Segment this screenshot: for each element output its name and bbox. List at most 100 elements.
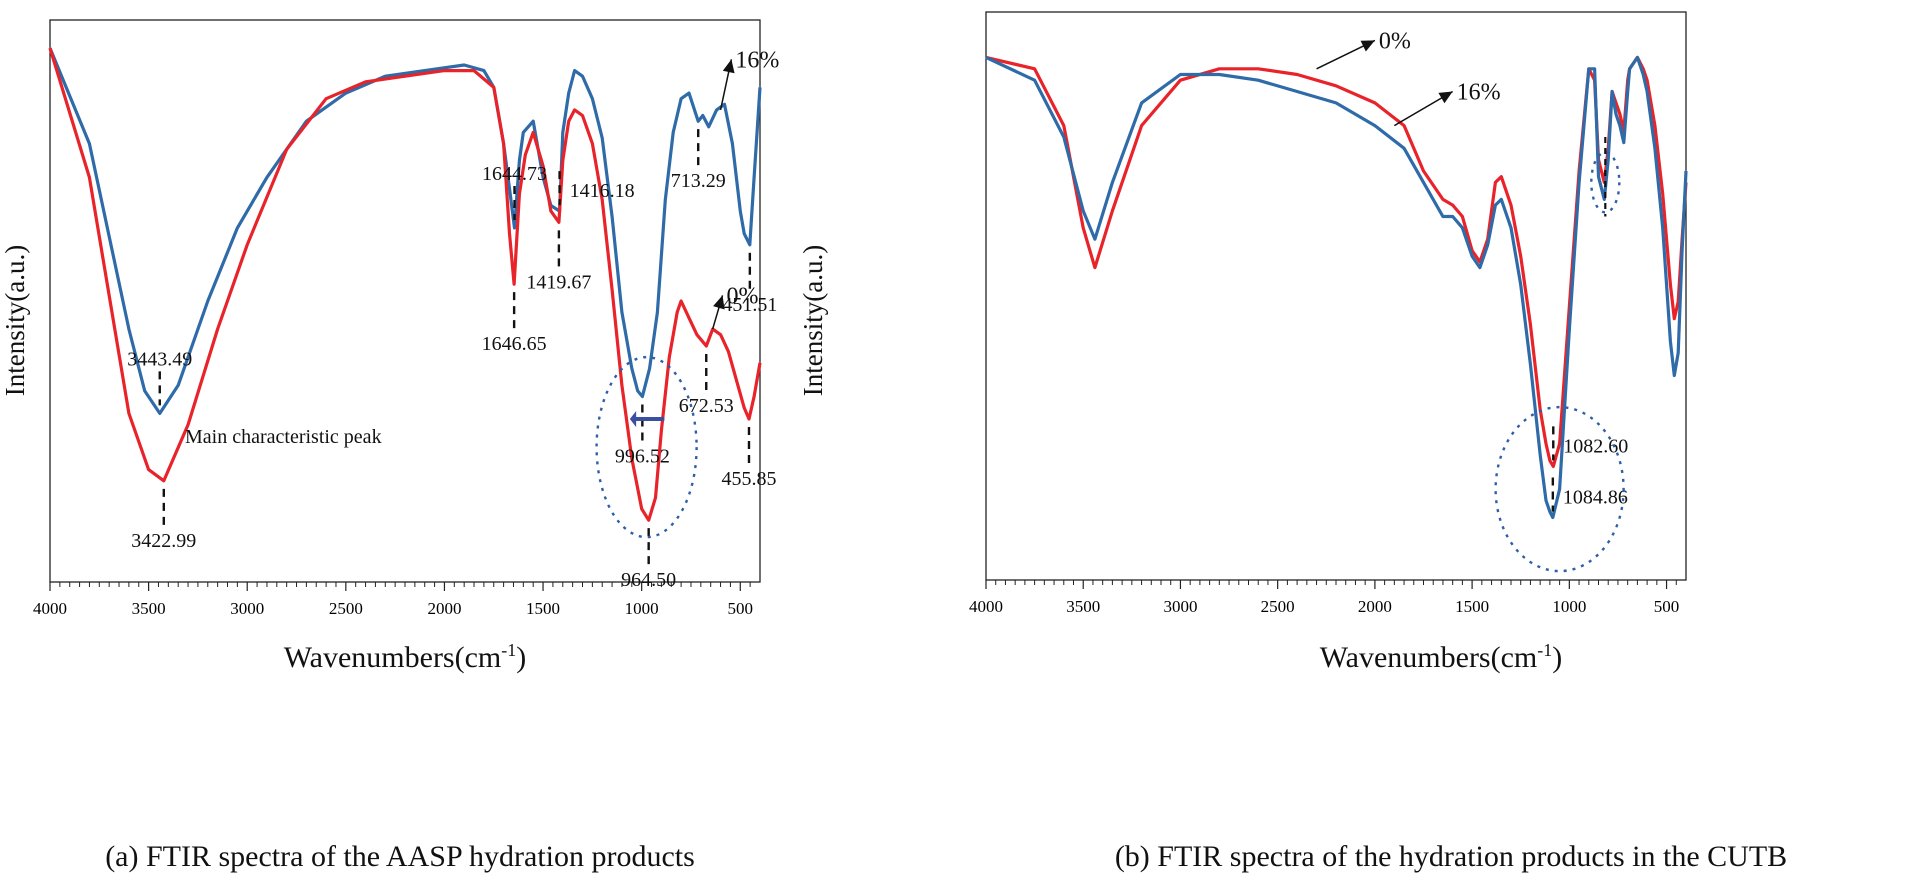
data-point bbox=[672, 131, 674, 133]
data-point bbox=[705, 345, 707, 347]
x-tick-label: 3500 bbox=[1066, 597, 1100, 616]
x-tick-label: 4000 bbox=[969, 597, 1003, 616]
data-point bbox=[727, 350, 730, 353]
highlight-ellipse-small-b bbox=[1590, 151, 1621, 214]
data-point bbox=[177, 384, 179, 386]
data-point bbox=[1529, 363, 1532, 365]
data-point bbox=[581, 75, 584, 77]
peak-label: 3422.99 bbox=[131, 530, 196, 552]
x-tick-label: 1500 bbox=[526, 599, 560, 618]
y-axis-label-wrap-b: Intensity(a.u.) bbox=[794, 60, 834, 580]
data-point bbox=[473, 69, 475, 72]
data-point bbox=[1594, 68, 1596, 70]
x-tick-label: 1000 bbox=[1552, 597, 1586, 616]
data-point bbox=[364, 81, 367, 83]
data-point bbox=[513, 227, 516, 229]
data-point bbox=[743, 232, 745, 235]
data-point bbox=[1552, 516, 1554, 519]
data-point bbox=[1494, 204, 1497, 206]
data-point bbox=[716, 109, 718, 111]
data-point bbox=[648, 519, 650, 521]
data-point bbox=[463, 64, 465, 66]
data-point bbox=[518, 193, 520, 195]
data-point bbox=[676, 311, 678, 313]
data-point bbox=[144, 390, 146, 392]
data-point bbox=[680, 300, 682, 302]
data-point bbox=[1422, 170, 1425, 172]
data-point bbox=[1487, 244, 1489, 246]
data-point bbox=[1111, 181, 1113, 183]
data-point bbox=[631, 457, 633, 459]
x-tick-label: 3000 bbox=[230, 599, 264, 618]
x-tick-label: 3000 bbox=[1163, 597, 1197, 616]
data-point bbox=[1646, 90, 1648, 93]
data-point bbox=[648, 367, 651, 370]
series-16pct-arrow-head bbox=[722, 59, 735, 74]
data-point bbox=[1629, 68, 1631, 70]
data-point bbox=[1094, 238, 1096, 240]
data-point bbox=[1578, 181, 1580, 183]
data-point bbox=[1568, 329, 1570, 331]
data-point bbox=[611, 289, 613, 291]
data-point bbox=[1257, 68, 1259, 70]
data-point bbox=[1646, 79, 1648, 81]
data-point bbox=[345, 92, 347, 94]
data-point bbox=[266, 176, 268, 178]
data-point bbox=[562, 159, 564, 162]
data-point bbox=[591, 143, 593, 145]
data-point bbox=[1623, 142, 1625, 144]
data-point bbox=[1552, 465, 1554, 467]
data-point bbox=[696, 334, 698, 336]
data-point bbox=[723, 103, 726, 105]
data-point bbox=[1479, 267, 1481, 269]
data-point bbox=[187, 424, 189, 426]
data-point bbox=[985, 56, 987, 59]
data-point bbox=[1662, 193, 1664, 195]
data-point bbox=[128, 412, 130, 414]
data-point bbox=[631, 367, 633, 370]
data-point bbox=[621, 384, 623, 386]
data-point bbox=[524, 154, 526, 156]
data-point bbox=[688, 92, 690, 94]
data-point bbox=[1034, 68, 1036, 70]
data-point bbox=[1654, 125, 1656, 127]
data-point bbox=[574, 69, 576, 72]
data-point bbox=[1335, 102, 1337, 104]
series-0pct-label: 0% bbox=[727, 283, 759, 309]
data-point bbox=[404, 75, 406, 77]
highlight-ellipse bbox=[595, 355, 698, 539]
data-point bbox=[1549, 460, 1551, 462]
data-point bbox=[493, 86, 495, 89]
data-point bbox=[325, 98, 327, 100]
data-point bbox=[1374, 102, 1376, 104]
x-tick-label: 2000 bbox=[1358, 597, 1392, 616]
data-point bbox=[503, 143, 505, 145]
data-point bbox=[1619, 125, 1621, 127]
data-point bbox=[1669, 284, 1672, 286]
data-point bbox=[542, 176, 544, 178]
data-point bbox=[532, 120, 534, 122]
data-point bbox=[522, 131, 524, 133]
data-point bbox=[1422, 181, 1425, 183]
data-point bbox=[1520, 284, 1522, 286]
data-point bbox=[508, 188, 511, 190]
data-point bbox=[1034, 79, 1036, 81]
data-point bbox=[621, 311, 623, 313]
data-point bbox=[246, 244, 248, 246]
data-point bbox=[207, 300, 209, 302]
peak-label: 3443.49 bbox=[127, 348, 192, 370]
data-point bbox=[739, 210, 741, 212]
plot-frame bbox=[49, 19, 761, 583]
data-point bbox=[1179, 79, 1182, 81]
data-point bbox=[49, 47, 51, 49]
data-point bbox=[562, 131, 564, 133]
data-point bbox=[1403, 147, 1405, 149]
peak-label: 713.29 bbox=[671, 170, 726, 192]
data-point bbox=[1611, 90, 1613, 93]
data-point bbox=[1545, 443, 1547, 445]
data-point bbox=[656, 311, 659, 313]
x-tick-label: 2500 bbox=[1261, 597, 1295, 616]
data-point bbox=[1510, 227, 1512, 229]
data-point bbox=[384, 75, 386, 77]
series-16pct-label: 16% bbox=[735, 47, 779, 73]
